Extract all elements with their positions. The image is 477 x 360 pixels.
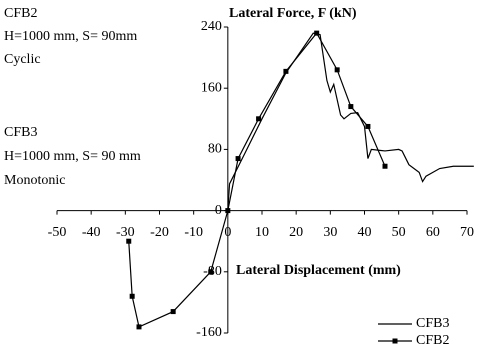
legend-label: CFB3 bbox=[416, 316, 449, 331]
data-point bbox=[334, 67, 340, 73]
y-tick-label: 0 bbox=[215, 203, 222, 218]
annotation: CFB2 bbox=[4, 6, 37, 21]
y-tick-label: 240 bbox=[201, 19, 222, 34]
data-point bbox=[256, 116, 262, 122]
data-point bbox=[235, 156, 241, 162]
y-axis-label: Lateral Force, F (kN) bbox=[229, 6, 357, 21]
data-point bbox=[129, 293, 135, 299]
series-line bbox=[227, 32, 474, 211]
legend-marker bbox=[392, 338, 398, 344]
data-point bbox=[170, 309, 176, 315]
x-tick-label: 20 bbox=[289, 225, 303, 240]
y-tick-label: -160 bbox=[196, 325, 222, 340]
x-tick-label: 70 bbox=[460, 225, 474, 240]
x-tick-label: -40 bbox=[82, 225, 101, 240]
x-tick-label: 60 bbox=[426, 225, 440, 240]
data-point bbox=[126, 238, 132, 244]
annotation: Cyclic bbox=[4, 52, 41, 67]
data-point bbox=[365, 123, 371, 129]
x-tick-label: -20 bbox=[150, 225, 169, 240]
legend-label: CFB2 bbox=[416, 333, 449, 348]
series-line bbox=[128, 32, 386, 328]
annotation: CFB3 bbox=[4, 125, 37, 140]
data-point bbox=[136, 324, 142, 330]
annotation: Monotonic bbox=[4, 173, 65, 188]
x-tick-label: 0 bbox=[224, 225, 231, 240]
x-tick-label: -10 bbox=[184, 225, 203, 240]
x-tick-label: -30 bbox=[116, 225, 135, 240]
x-tick-label: 30 bbox=[323, 225, 337, 240]
y-tick-label: 160 bbox=[201, 80, 222, 95]
data-point bbox=[283, 68, 289, 74]
data-point bbox=[348, 104, 354, 110]
x-tick-label: -50 bbox=[48, 225, 67, 240]
annotation: H=1000 mm, S= 90 mm bbox=[4, 149, 141, 164]
data-point bbox=[208, 269, 214, 275]
data-point bbox=[382, 163, 388, 169]
data-point bbox=[314, 30, 320, 36]
x-tick-label: 10 bbox=[255, 225, 269, 240]
data-point bbox=[225, 208, 231, 214]
x-axis-label: Lateral Displacement (mm) bbox=[236, 263, 401, 278]
y-tick-label: 80 bbox=[208, 142, 222, 157]
x-tick-label: 40 bbox=[358, 225, 372, 240]
annotation: H=1000 mm, S= 90mm bbox=[4, 29, 137, 44]
x-tick-label: 50 bbox=[392, 225, 406, 240]
